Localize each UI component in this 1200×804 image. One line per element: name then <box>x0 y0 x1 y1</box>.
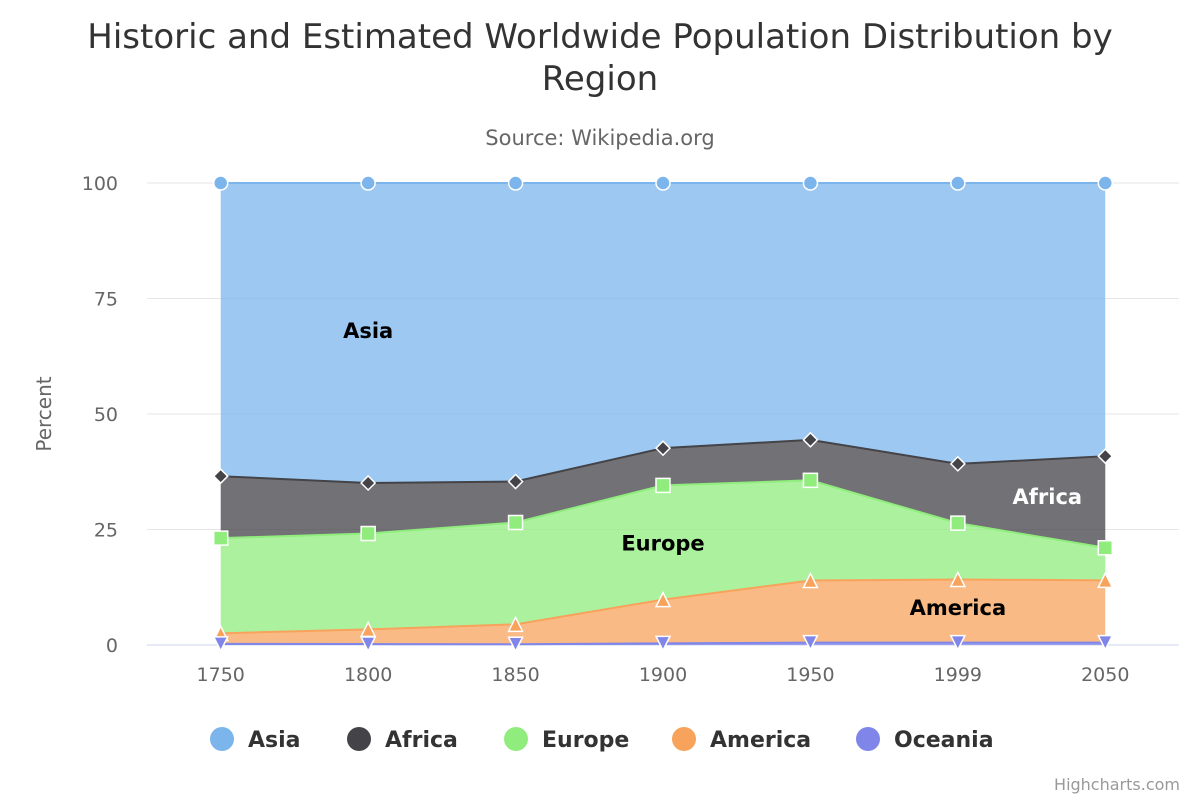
area-asia[interactable] <box>220 183 1106 483</box>
x-tick-label: 1950 <box>786 664 834 686</box>
point-asia[interactable] <box>802 175 819 191</box>
legend-symbol <box>347 727 371 751</box>
point-asia[interactable] <box>212 175 229 191</box>
y-axis-title: Percent <box>32 376 56 451</box>
point-asia[interactable] <box>1097 175 1114 191</box>
point-oceania[interactable] <box>949 634 967 652</box>
x-tick-label: 1750 <box>197 664 245 686</box>
point-america[interactable] <box>654 590 672 608</box>
point-america[interactable] <box>1097 571 1114 589</box>
legend-item-asia[interactable]: Asia <box>210 727 301 753</box>
point-asia[interactable] <box>655 175 671 191</box>
legend-item-europe[interactable]: Europe <box>504 727 629 753</box>
chart-subtitle: Source: Wikipedia.org <box>485 126 714 150</box>
point-africa[interactable] <box>654 440 672 457</box>
point-africa[interactable] <box>802 431 819 448</box>
y-tick-label: 0 <box>106 635 118 657</box>
y-tick-label: 50 <box>94 404 118 426</box>
point-africa[interactable] <box>360 474 377 492</box>
point-oceania[interactable] <box>802 634 819 652</box>
x-tick-label: 1800 <box>344 664 392 686</box>
legend-item-africa[interactable]: Africa <box>347 727 458 753</box>
x-tick-label: 1850 <box>491 664 539 686</box>
x-tick-label: 1999 <box>934 664 982 686</box>
point-europe[interactable] <box>212 530 229 546</box>
legend-label: Europe <box>542 728 629 753</box>
x-tick-label: 2050 <box>1081 664 1129 686</box>
legend-item-america[interactable]: America <box>672 727 811 753</box>
legend-symbol <box>672 727 696 751</box>
point-africa[interactable] <box>949 455 966 472</box>
data-label-africa: Africa <box>1013 485 1083 509</box>
area-america[interactable] <box>220 579 1106 645</box>
legend-label: America <box>710 728 811 753</box>
point-america[interactable] <box>507 615 524 633</box>
data-label-america: America <box>910 596 1007 620</box>
point-africa[interactable] <box>507 473 524 490</box>
credits[interactable]: Highcharts.com <box>1054 775 1180 794</box>
legend-label: Asia <box>248 728 301 753</box>
y-tick-label: 25 <box>94 520 118 542</box>
point-oceania[interactable] <box>359 636 377 653</box>
point-europe[interactable] <box>507 514 524 531</box>
point-europe[interactable] <box>655 477 671 494</box>
point-africa[interactable] <box>1097 448 1114 465</box>
point-europe[interactable] <box>360 525 376 542</box>
legend-item-oceania[interactable]: Oceania <box>856 727 994 753</box>
area-africa[interactable] <box>220 439 1106 548</box>
data-label-asia: Asia <box>343 319 393 343</box>
area-europe[interactable] <box>220 480 1106 634</box>
point-europe[interactable] <box>950 515 966 531</box>
point-oceania[interactable] <box>654 635 672 652</box>
chart-title: Historic and Estimated Worldwide Populat… <box>87 17 1112 99</box>
point-america[interactable] <box>802 571 819 589</box>
legend-symbol <box>504 727 528 751</box>
point-oceania[interactable] <box>1097 634 1114 652</box>
point-asia[interactable] <box>950 175 966 191</box>
x-tick-label: 1900 <box>639 664 687 686</box>
point-asia[interactable] <box>507 175 524 191</box>
data-label-europe: Europe <box>621 531 704 555</box>
legend-label: Oceania <box>894 728 994 753</box>
point-europe[interactable] <box>1097 540 1114 556</box>
y-tick-label: 75 <box>94 289 118 311</box>
legend-label: Africa <box>385 728 458 753</box>
legend-symbol <box>210 727 234 751</box>
point-oceania[interactable] <box>212 636 229 653</box>
point-europe[interactable] <box>802 472 819 489</box>
point-america[interactable] <box>949 570 967 588</box>
y-tick-label: 100 <box>82 173 118 195</box>
legend-symbol <box>856 727 880 751</box>
point-asia[interactable] <box>360 175 376 191</box>
point-africa[interactable] <box>212 468 229 485</box>
point-oceania[interactable] <box>507 636 524 653</box>
